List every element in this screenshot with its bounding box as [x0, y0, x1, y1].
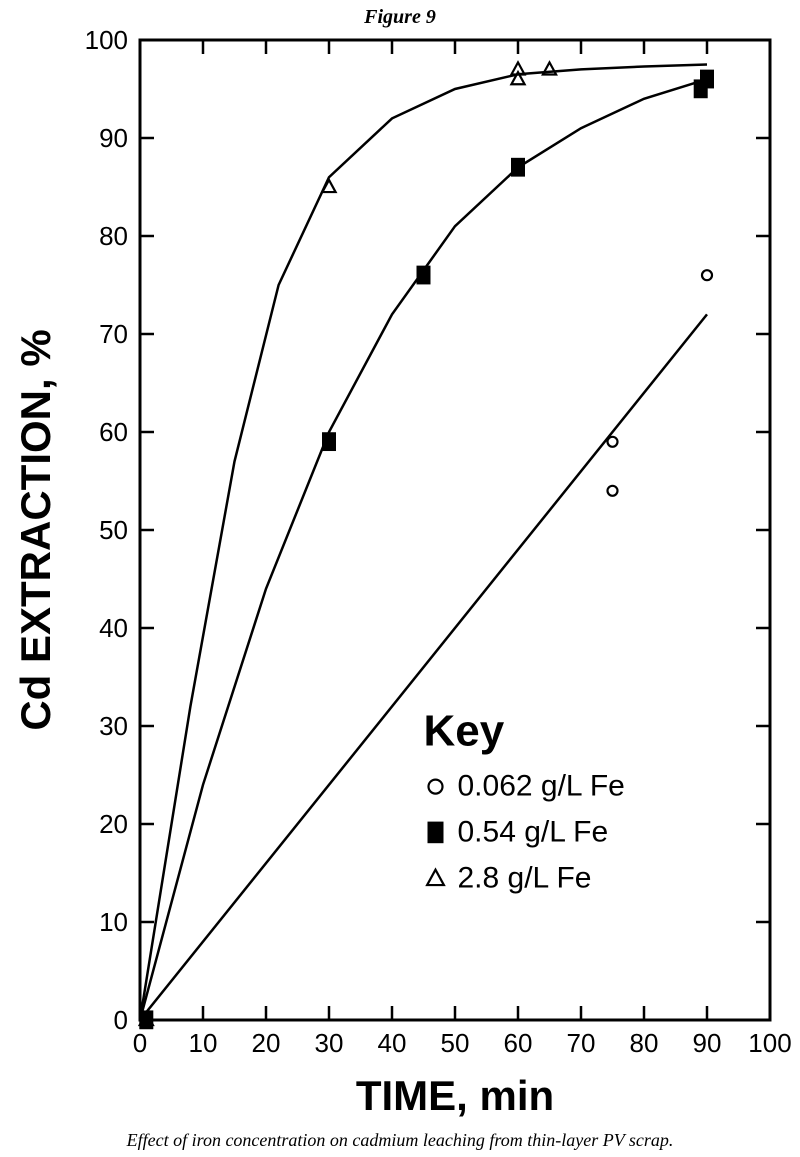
chart-svg: 0 10 20 30 40 50 60 70 80 90 100 0 10 20 30 40 50 60 70 80 9…	[0, 0, 800, 1157]
x-tick-label: 80	[630, 1028, 659, 1058]
legend-item-label: 2.8 g/L Fe	[458, 862, 592, 895]
x-tick-label: 40	[378, 1028, 407, 1058]
y-tick-label: 0	[114, 1005, 128, 1035]
x-tick-label: 50	[441, 1028, 470, 1058]
y-tick-label: 70	[99, 319, 128, 349]
x-tick-label: 0	[133, 1028, 147, 1058]
page-root: Figure 9 0102030405060708090100010203040…	[0, 0, 800, 1157]
y-tick-label: 100	[85, 25, 128, 55]
x-tick-label: 70	[567, 1028, 596, 1058]
marker-circle	[429, 780, 443, 794]
marker-square	[512, 159, 524, 176]
series-lines	[140, 65, 707, 1021]
marker-triangle	[427, 870, 444, 885]
y-tick-label: 90	[99, 123, 128, 153]
x-tick-label: 30	[315, 1028, 344, 1058]
caption: Effect of iron concentration on cadmium …	[0, 1130, 800, 1151]
marker-square	[323, 433, 335, 450]
y-tick-label: 60	[99, 417, 128, 447]
y-tick-label: 10	[99, 907, 128, 937]
legend-item-label: 0.54 g/L Fe	[458, 816, 609, 849]
series-line	[140, 65, 707, 1021]
marker-square	[429, 823, 443, 843]
plot-border	[140, 40, 770, 1020]
tick-label-container: 0 10 20 30 40 50 60 70 80 90 100 0 10 20 30 40 50 60 70 80 9…	[85, 25, 792, 1058]
marker-circle	[702, 270, 712, 280]
series-line	[140, 314, 707, 1020]
marker-square	[418, 267, 430, 284]
y-axis-title: Cd EXTRACTION, %	[12, 329, 59, 730]
x-tick-label: 10	[189, 1028, 218, 1058]
x-tick-label: 60	[504, 1028, 533, 1058]
marker-circle	[608, 437, 618, 447]
legend-item-label: 0.062 g/L Fe	[458, 770, 625, 803]
y-tick-label: 30	[99, 711, 128, 741]
x-tick-label: 100	[748, 1028, 791, 1058]
y-tick-label: 40	[99, 613, 128, 643]
series-markers	[140, 62, 713, 1028]
y-tick-label: 20	[99, 809, 128, 839]
legend: Key 0.062 g/L Fe 0.54 g/L Fe 2.8 g/L Fe	[424, 707, 625, 895]
series-line	[140, 79, 707, 1020]
x-axis-title: TIME, min	[356, 1072, 554, 1119]
x-tick-label: 20	[252, 1028, 281, 1058]
y-tick-label: 80	[99, 221, 128, 251]
x-tick-label: 90	[693, 1028, 722, 1058]
marker-circle	[608, 486, 618, 496]
legend-title: Key	[424, 707, 505, 756]
tick-container	[140, 40, 770, 1020]
marker-square	[701, 71, 713, 88]
y-tick-label: 50	[99, 515, 128, 545]
